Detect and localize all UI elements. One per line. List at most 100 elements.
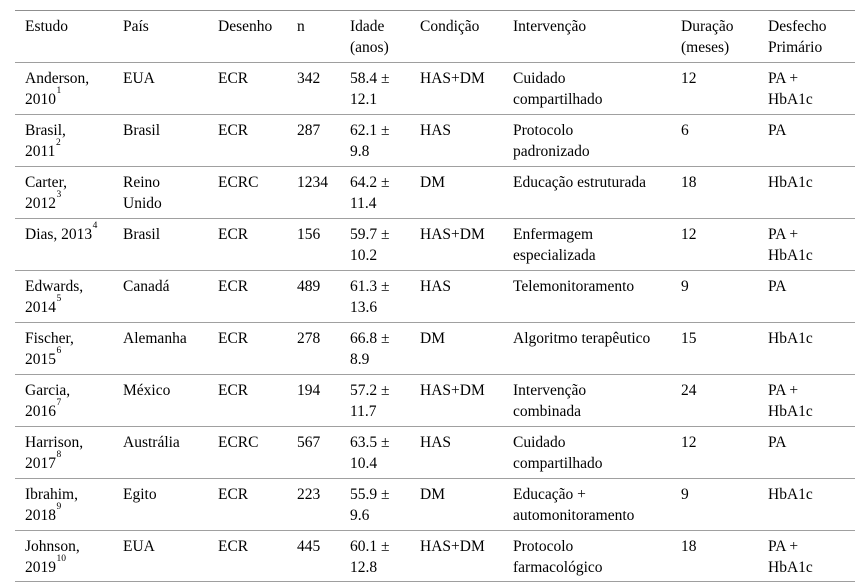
cell-n: 194 (297, 382, 321, 399)
cell-intervencao: Protocolo padronizado (513, 122, 590, 160)
cell-estudo: Harrison, 20178 (15, 427, 123, 479)
cell-duracao: 6 (681, 122, 689, 139)
cell-pais: México (123, 382, 171, 399)
citation-ref: 1 (56, 85, 62, 96)
cell-pais: Egito (123, 486, 157, 503)
study-label: Ibrahim, 2018 (25, 486, 78, 524)
header-row: Estudo País Desenho n Idade (anos) Condi… (15, 11, 855, 63)
citation-ref: 10 (56, 553, 67, 564)
cell-desenho: ECR (218, 70, 249, 87)
cell-idade: 57.2 ± 11.7 (350, 382, 390, 420)
study-label: Anderson, 2010 (25, 70, 90, 108)
citation-ref: 8 (56, 449, 62, 460)
study-label: Edwards, 2014 (25, 278, 84, 316)
table-row: Brasil, 20112 Brasil ECR 287 62.1 ± 9.8 … (15, 115, 855, 167)
cell-duracao: 12 (681, 434, 697, 451)
cell-estudo: Dias, 20134 (15, 219, 123, 271)
cell-desfecho: PA + HbA1c (768, 382, 813, 420)
citation-ref: 6 (56, 345, 62, 356)
cell-duracao: 24 (681, 382, 697, 399)
table-row: Dias, 20134 Brasil ECR 156 59.7 ± 10.2 H… (15, 219, 855, 271)
cell-pais: Reino Unido (123, 174, 162, 212)
cell-pais: Brasil (123, 122, 161, 139)
study-label: Fischer, 2015 (25, 330, 74, 368)
cell-estudo: Johnson, 201910 (15, 531, 123, 582)
cell-idade: 66.8 ± 8.9 (350, 330, 390, 368)
cell-n: 342 (297, 70, 321, 87)
cell-desenho: ECR (218, 382, 249, 399)
cell-condicao: DM (420, 330, 445, 347)
study-label: Dias, 2013 (25, 226, 93, 243)
cell-condicao: HAS (420, 434, 452, 451)
cell-estudo: Edwards, 20145 (15, 271, 123, 323)
table-row: Fischer, 20156 Alemanha ECR 278 66.8 ± 8… (15, 323, 855, 375)
cell-desfecho: PA + HbA1c (768, 538, 813, 576)
cell-idade: 64.2 ± 11.4 (350, 174, 390, 212)
cell-desfecho: HbA1c (768, 330, 813, 347)
cell-n: 445 (297, 538, 321, 555)
cell-estudo: Anderson, 20101 (15, 63, 123, 115)
cell-condicao: DM (420, 486, 445, 503)
study-label: Brasil, 2011 (25, 122, 66, 160)
cell-intervencao: Protocolo farmacológico (513, 538, 603, 576)
cell-intervencao: Algoritmo terapêutico (513, 330, 651, 347)
citation-ref: 2 (55, 137, 61, 148)
cell-condicao: DM (420, 174, 445, 191)
cell-idade: 58.4 ± 12.1 (350, 70, 390, 108)
column-header-duracao: Duração (meses) (681, 18, 734, 56)
column-header-n: n (297, 18, 305, 35)
column-header-pais: País (123, 18, 149, 35)
cell-n: 287 (297, 122, 321, 139)
citation-ref: 7 (56, 397, 62, 408)
citation-ref: 4 (92, 220, 98, 231)
cell-pais: EUA (123, 538, 155, 555)
table-row: Carter, 20123 Reino Unido ECRC 1234 64.2… (15, 167, 855, 219)
cell-intervencao: Enfermagem especializada (513, 226, 596, 264)
cell-duracao: 18 (681, 538, 697, 555)
cell-desfecho: PA + HbA1c (768, 70, 813, 108)
study-label: Carter, 2012 (25, 174, 67, 212)
cell-n: 223 (297, 486, 321, 503)
cell-idade: 60.1 ± 12.8 (350, 538, 390, 576)
cell-n: 1234 (297, 174, 328, 191)
cell-desfecho: PA (768, 122, 787, 139)
column-header-estudo: Estudo (25, 18, 69, 35)
cell-desfecho: HbA1c (768, 486, 813, 503)
cell-duracao: 12 (681, 226, 697, 243)
cell-pais: Brasil (123, 226, 161, 243)
cell-duracao: 12 (681, 70, 697, 87)
cell-desenho: ECR (218, 486, 249, 503)
cell-intervencao: Intervenção combinada (513, 382, 587, 420)
cell-intervencao: Cuidado compartilhado (513, 70, 603, 108)
cell-desenho: ECRC (218, 434, 259, 451)
cell-idade: 59.7 ± 10.2 (350, 226, 390, 264)
citation-ref: 3 (56, 189, 62, 200)
cell-n: 567 (297, 434, 321, 451)
table-row: Ibrahim, 20189 Egito ECR 223 55.9 ± 9.6 … (15, 479, 855, 531)
table-row: Garcia, 20167 México ECR 194 57.2 ± 11.7… (15, 375, 855, 427)
cell-desfecho: PA + HbA1c (768, 226, 813, 264)
studies-table: Estudo País Desenho n Idade (anos) Condi… (15, 10, 855, 582)
cell-desenho: ECRC (218, 174, 259, 191)
cell-condicao: HAS+DM (420, 538, 485, 555)
cell-intervencao: Cuidado compartilhado (513, 434, 603, 472)
table-row: Harrison, 20178 Austrália ECRC 567 63.5 … (15, 427, 855, 479)
cell-idade: 61.3 ± 13.6 (350, 278, 390, 316)
cell-desenho: ECR (218, 122, 249, 139)
cell-duracao: 15 (681, 330, 697, 347)
cell-idade: 63.5 ± 10.4 (350, 434, 390, 472)
cell-estudo: Brasil, 20112 (15, 115, 123, 167)
cell-estudo: Carter, 20123 (15, 167, 123, 219)
column-header-desenho: Desenho (218, 18, 273, 35)
cell-condicao: HAS+DM (420, 226, 485, 243)
cell-desenho: ECR (218, 226, 249, 243)
table-row: Anderson, 20101 EUA ECR 342 58.4 ± 12.1 … (15, 63, 855, 115)
column-header-intervencao: Intervenção (513, 18, 587, 35)
cell-desfecho: PA (768, 434, 787, 451)
cell-desenho: ECR (218, 278, 249, 295)
study-label: Harrison, 2017 (25, 434, 84, 472)
column-header-idade: Idade (anos) (350, 18, 389, 56)
cell-condicao: HAS+DM (420, 382, 485, 399)
cell-n: 278 (297, 330, 321, 347)
